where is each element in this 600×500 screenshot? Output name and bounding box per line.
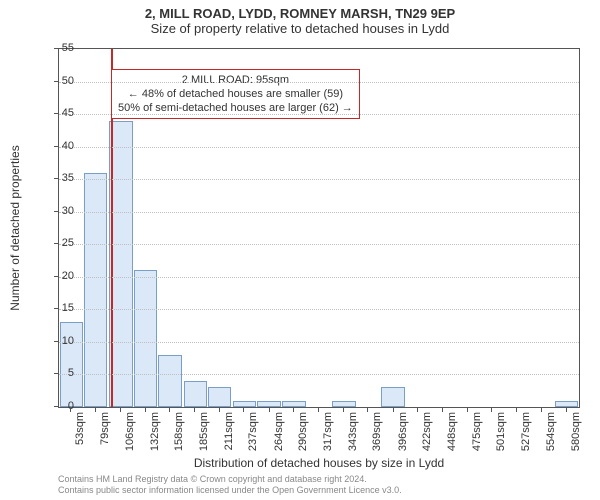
x-tick-mark: [442, 408, 443, 412]
histogram-bar: [84, 173, 107, 407]
gridline: [59, 82, 579, 83]
x-tick-mark: [269, 408, 270, 412]
gridline: [59, 374, 579, 375]
x-tick-label: 554sqm: [545, 412, 557, 456]
y-tick-mark: [54, 406, 58, 407]
x-tick-label: 264sqm: [273, 412, 285, 456]
x-tick-label: 448sqm: [446, 412, 458, 456]
x-tick-label: 290sqm: [297, 412, 309, 456]
x-tick-mark: [145, 408, 146, 412]
y-tick-label: 20: [44, 271, 74, 282]
annotation-box: 2 MILL ROAD: 95sqm ← 48% of detached hou…: [111, 69, 360, 119]
y-tick-mark: [54, 373, 58, 374]
gridline: [59, 212, 579, 213]
y-tick-label: 45: [44, 108, 74, 119]
y-tick-mark: [54, 243, 58, 244]
x-tick-mark: [417, 408, 418, 412]
x-tick-label: 317sqm: [322, 412, 334, 456]
x-tick-mark: [70, 408, 71, 412]
x-tick-label: 422sqm: [421, 412, 433, 456]
y-tick-label: 30: [44, 206, 74, 217]
y-tick-label: 10: [44, 336, 74, 347]
x-tick-label: 106sqm: [124, 412, 136, 456]
y-tick-label: 50: [44, 76, 74, 87]
x-tick-label: 237sqm: [247, 412, 259, 456]
annotation-line-1: 2 MILL ROAD: 95sqm: [118, 73, 353, 87]
x-tick-mark: [95, 408, 96, 412]
x-tick-mark: [541, 408, 542, 412]
y-tick-mark: [54, 81, 58, 82]
histogram-bar: [208, 387, 231, 407]
chart-titles: 2, MILL ROAD, LYDD, ROMNEY MARSH, TN29 9…: [0, 6, 600, 36]
x-tick-mark: [491, 408, 492, 412]
footer-line-2: Contains public sector information licen…: [58, 485, 580, 496]
x-tick-label: 396sqm: [397, 412, 409, 456]
x-tick-label: 343sqm: [347, 412, 359, 456]
x-tick-mark: [467, 408, 468, 412]
x-tick-mark: [293, 408, 294, 412]
gridline: [59, 277, 579, 278]
title-line-1: 2, MILL ROAD, LYDD, ROMNEY MARSH, TN29 9…: [0, 6, 600, 21]
y-tick-mark: [54, 308, 58, 309]
x-tick-label: 53sqm: [74, 412, 86, 456]
histogram-bar: [282, 401, 305, 408]
y-tick-label: 40: [44, 141, 74, 152]
histogram-bar: [158, 355, 182, 407]
x-tick-label: 475sqm: [471, 412, 483, 456]
histogram-bar: [555, 401, 578, 408]
y-tick-mark: [54, 341, 58, 342]
y-tick-label: 15: [44, 303, 74, 314]
x-tick-mark: [243, 408, 244, 412]
x-tick-label: 185sqm: [198, 412, 210, 456]
x-tick-label: 580sqm: [570, 412, 582, 456]
annotation-line-3: 50% of semi-detached houses are larger (…: [118, 101, 353, 115]
x-tick-mark: [194, 408, 195, 412]
gridline: [59, 342, 579, 343]
gridline: [59, 179, 579, 180]
y-tick-label: 5: [44, 368, 74, 379]
histogram-bar: [332, 401, 355, 408]
chart-footer: Contains HM Land Registry data © Crown c…: [58, 474, 580, 496]
x-tick-label: 158sqm: [173, 412, 185, 456]
x-tick-mark: [120, 408, 121, 412]
gridline: [59, 114, 579, 115]
histogram-bar: [134, 270, 157, 407]
x-tick-mark: [219, 408, 220, 412]
footer-line-1: Contains HM Land Registry data © Crown c…: [58, 474, 580, 485]
x-tick-label: 501sqm: [495, 412, 507, 456]
y-tick-label: 55: [44, 43, 74, 54]
histogram-bar: [233, 401, 256, 408]
x-tick-mark: [393, 408, 394, 412]
gridline: [59, 244, 579, 245]
x-tick-label: 369sqm: [371, 412, 383, 456]
y-tick-mark: [54, 211, 58, 212]
y-tick-label: 25: [44, 238, 74, 249]
y-tick-mark: [54, 178, 58, 179]
y-tick-mark: [54, 48, 58, 49]
y-tick-mark: [54, 276, 58, 277]
histogram-bar: [184, 381, 207, 407]
x-tick-label: 132sqm: [149, 412, 161, 456]
chart-plot-area: 2 MILL ROAD: 95sqm ← 48% of detached hou…: [58, 48, 580, 408]
histogram-bar: [257, 401, 281, 408]
x-tick-mark: [343, 408, 344, 412]
gridline: [59, 309, 579, 310]
x-tick-label: 211sqm: [223, 412, 235, 456]
x-tick-mark: [318, 408, 319, 412]
y-tick-mark: [54, 146, 58, 147]
y-tick-label: 35: [44, 173, 74, 184]
annotation-line-2: ← 48% of detached houses are smaller (59…: [118, 87, 353, 101]
histogram-bar: [381, 387, 405, 407]
title-line-2: Size of property relative to detached ho…: [0, 21, 600, 36]
x-tick-label: 79sqm: [99, 412, 111, 456]
y-tick-mark: [54, 113, 58, 114]
y-axis-title: Number of detached properties: [8, 48, 22, 408]
x-tick-mark: [367, 408, 368, 412]
x-tick-mark: [169, 408, 170, 412]
x-axis-title: Distribution of detached houses by size …: [58, 456, 580, 470]
x-tick-mark: [516, 408, 517, 412]
x-tick-label: 527sqm: [520, 412, 532, 456]
x-tick-mark: [566, 408, 567, 412]
gridline: [59, 147, 579, 148]
